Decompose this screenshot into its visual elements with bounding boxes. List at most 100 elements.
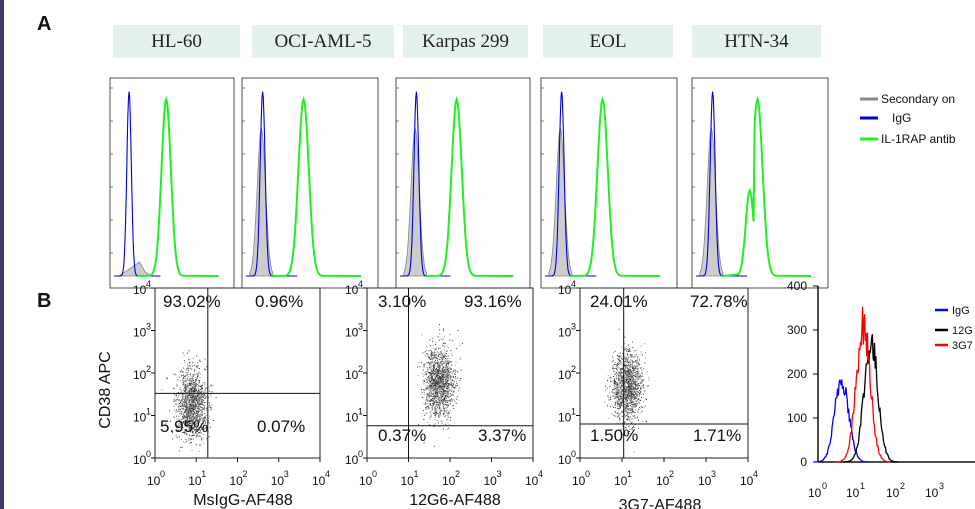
data-point (193, 386, 195, 388)
data-point (626, 400, 628, 402)
data-point (439, 329, 441, 331)
data-point (432, 383, 434, 384)
data-point (441, 354, 443, 356)
data-point (640, 382, 642, 384)
data-point (621, 405, 623, 407)
data-point (440, 355, 442, 357)
data-point (627, 412, 629, 414)
data-point (427, 385, 429, 387)
data-point (430, 372, 432, 374)
data-point (447, 372, 448, 374)
data-point (198, 427, 200, 429)
data-point (629, 387, 630, 389)
data-point (199, 397, 201, 399)
data-point (191, 401, 193, 403)
data-point (640, 407, 642, 409)
data-point (190, 422, 192, 424)
data-point (441, 374, 443, 376)
data-point (197, 406, 199, 408)
data-point (629, 412, 631, 414)
data-point (610, 378, 612, 380)
data-point (625, 398, 627, 400)
data-point (456, 382, 458, 384)
data-point (639, 402, 641, 404)
data-point (184, 396, 186, 398)
data-point (189, 439, 191, 441)
data-point (632, 393, 634, 395)
data-point (621, 394, 623, 396)
data-point (638, 393, 640, 395)
data-point (624, 421, 626, 423)
data-point (640, 381, 642, 383)
data-point (434, 397, 436, 399)
data-point (646, 386, 648, 387)
data-point (631, 365, 633, 367)
data-point (193, 426, 194, 428)
data-point (440, 410, 442, 412)
data-point (193, 406, 195, 408)
data-point (205, 387, 207, 389)
data-point (190, 395, 192, 397)
data-point (197, 394, 199, 396)
data-point (190, 407, 192, 408)
data-point (430, 404, 432, 406)
data-point (196, 377, 198, 379)
data-point (200, 400, 202, 402)
data-point (442, 338, 444, 340)
data-point (629, 361, 631, 363)
data-point (191, 410, 193, 412)
data-point (181, 411, 183, 413)
y-axis-label: CD38 APC (97, 351, 114, 428)
cell-line-label: EOL (543, 25, 673, 58)
data-point (423, 419, 425, 421)
data-point (648, 377, 650, 379)
data-point (622, 390, 624, 392)
data-point (606, 387, 608, 389)
data-point (442, 373, 443, 375)
data-point (182, 431, 184, 433)
data-point (608, 417, 610, 419)
data-point (617, 396, 619, 398)
data-point (448, 347, 449, 349)
data-point (627, 409, 629, 411)
data-point (631, 398, 633, 400)
data-point (194, 398, 195, 400)
data-point (447, 362, 449, 364)
data-point (191, 431, 193, 433)
data-point (628, 371, 630, 373)
data-point (444, 365, 446, 367)
data-point (434, 378, 436, 380)
data-point (182, 384, 184, 386)
data-point (435, 348, 437, 350)
data-point (446, 406, 448, 408)
data-point (191, 425, 192, 427)
data-point (451, 399, 453, 401)
data-point (612, 356, 614, 358)
data-point (188, 406, 189, 408)
fitc-histogram (813, 285, 975, 463)
data-point (447, 404, 449, 406)
data-point (636, 374, 638, 376)
data-point (192, 382, 194, 383)
data-point (186, 415, 188, 417)
data-point (436, 394, 438, 396)
data-point (184, 404, 186, 406)
data-point (428, 386, 430, 388)
data-point (431, 395, 432, 397)
data-point (446, 419, 448, 421)
data-point (436, 366, 438, 368)
data-point (624, 392, 626, 394)
data-point (629, 350, 631, 352)
data-point (635, 409, 637, 411)
data-point (626, 405, 628, 407)
data-point (426, 380, 428, 382)
data-point (448, 405, 449, 406)
data-point (626, 361, 628, 363)
data-point (437, 359, 439, 361)
data-point (196, 429, 198, 431)
data-point (204, 368, 205, 370)
data-point (439, 398, 441, 400)
data-point (432, 365, 434, 367)
data-point (437, 422, 439, 424)
